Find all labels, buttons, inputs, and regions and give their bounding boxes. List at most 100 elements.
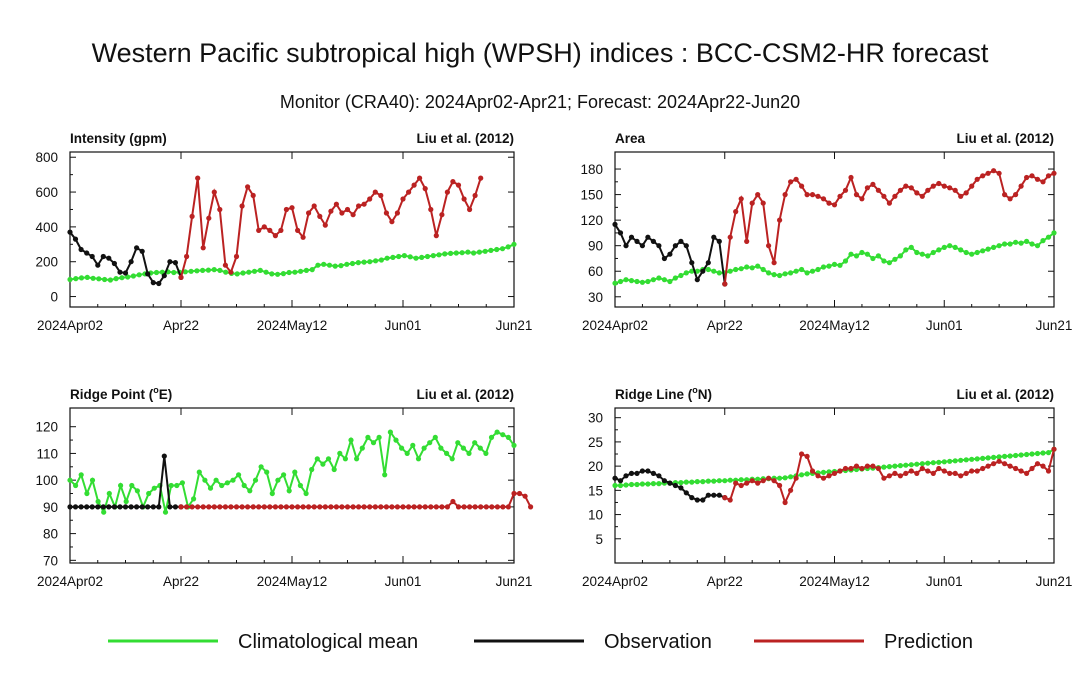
data-point-prediction xyxy=(722,495,728,501)
chart-panel-1: Intensity (gpm) Liu et al. (2012) 0 200 400 6… xyxy=(35,131,532,333)
data-point-climatology xyxy=(969,456,975,462)
data-point-climatology xyxy=(711,478,717,484)
data-point-prediction xyxy=(344,206,351,213)
data-point-climatology xyxy=(494,246,500,253)
data-point-climatology xyxy=(963,249,969,256)
data-point-prediction xyxy=(777,482,783,489)
data-point-climatology xyxy=(678,480,684,486)
data-point-climatology xyxy=(815,266,821,273)
data-point-climatology xyxy=(974,456,980,462)
data-point-prediction xyxy=(766,475,772,481)
data-point-prediction xyxy=(472,192,478,199)
data-point-climatology xyxy=(303,267,309,273)
data-point-climatology xyxy=(1029,241,1035,247)
data-point-prediction xyxy=(733,480,739,486)
y-tick-label: 15 xyxy=(588,483,603,498)
data-point-observation xyxy=(705,492,711,498)
data-point-prediction xyxy=(328,208,334,214)
data-point-prediction xyxy=(848,174,854,181)
data-point-climatology xyxy=(337,450,343,456)
data-point-climatology xyxy=(985,246,991,252)
data-point-climatology xyxy=(777,475,783,481)
data-point-climatology xyxy=(650,277,657,283)
data-point-climatology xyxy=(236,472,242,478)
data-point-prediction xyxy=(952,470,958,476)
data-point-observation xyxy=(167,259,173,265)
data-point-climatology xyxy=(870,255,876,262)
data-point-prediction xyxy=(738,482,744,489)
data-point-prediction xyxy=(1013,192,1019,198)
data-point-climatology xyxy=(459,250,465,256)
data-point-climatology xyxy=(991,244,997,250)
data-point-prediction xyxy=(189,213,195,219)
data-point-climatology xyxy=(404,450,410,456)
panel-title: Intensity (gpm) xyxy=(70,131,167,146)
data-point-climatology xyxy=(263,269,269,275)
data-point-climatology xyxy=(694,479,700,485)
data-point-climatology xyxy=(1034,450,1041,457)
x-tick-label: Apr22 xyxy=(707,318,743,333)
data-point-prediction xyxy=(809,192,816,198)
data-point-climatology xyxy=(338,263,344,269)
data-point-climatology xyxy=(1040,450,1046,456)
y-tick-label: 120 xyxy=(580,213,603,228)
data-point-prediction xyxy=(820,475,827,481)
data-point-prediction xyxy=(461,504,467,510)
data-point-climatology xyxy=(639,279,646,285)
data-point-climatology xyxy=(205,267,211,273)
data-point-climatology xyxy=(1024,238,1030,244)
data-point-prediction xyxy=(875,465,882,472)
data-point-climatology xyxy=(348,437,354,443)
data-point-climatology xyxy=(376,434,382,440)
data-point-climatology xyxy=(477,445,483,451)
data-point-climatology xyxy=(179,480,185,486)
data-point-prediction xyxy=(478,175,484,181)
data-point-prediction xyxy=(897,187,904,193)
data-point-climatology xyxy=(1007,453,1013,459)
data-point-prediction xyxy=(749,478,755,484)
data-point-prediction xyxy=(799,451,805,457)
data-point-observation xyxy=(617,230,624,236)
data-point-climatology xyxy=(788,270,794,276)
x-tick-label: 2024May12 xyxy=(799,318,870,333)
data-point-climatology xyxy=(174,482,180,489)
data-point-observation xyxy=(161,453,167,459)
data-point-observation xyxy=(672,243,679,249)
data-point-observation xyxy=(678,485,684,491)
data-point-climatology xyxy=(656,275,662,281)
x-tick-label: 2024Apr02 xyxy=(37,318,103,333)
data-point-climatology xyxy=(804,471,810,477)
data-point-observation xyxy=(95,504,101,510)
y-tick-label: 120 xyxy=(35,420,58,435)
legend: Climatological mean Observation Prediction xyxy=(108,631,973,653)
data-point-climatology xyxy=(188,268,194,274)
data-point-climatology xyxy=(281,472,287,478)
panel-reference: Liu et al. (2012) xyxy=(956,131,1054,146)
data-point-observation xyxy=(694,497,700,503)
data-point-prediction xyxy=(455,182,462,188)
data-point-prediction xyxy=(295,504,301,510)
data-point-prediction xyxy=(831,202,838,208)
data-point-climatology xyxy=(886,260,893,266)
data-point-prediction xyxy=(991,461,997,467)
data-point-prediction xyxy=(228,269,234,275)
data-point-climatology xyxy=(996,243,1002,249)
data-point-climatology xyxy=(505,434,511,440)
data-point-climatology xyxy=(257,267,263,273)
data-point-climatology xyxy=(315,262,321,268)
data-point-observation xyxy=(122,504,129,510)
x-tick-label: 2024Apr02 xyxy=(582,318,648,333)
data-point-climatology xyxy=(914,461,920,467)
data-point-climatology xyxy=(264,469,270,475)
data-point-climatology xyxy=(171,269,177,276)
data-point-observation xyxy=(100,504,106,510)
data-point-climatology xyxy=(788,474,794,480)
data-point-prediction xyxy=(444,504,450,510)
data-point-climatology xyxy=(67,276,73,283)
data-point-prediction xyxy=(478,504,484,510)
data-point-climatology xyxy=(361,259,367,265)
data-point-prediction xyxy=(428,504,434,510)
data-point-prediction xyxy=(367,504,373,510)
data-point-climatology xyxy=(292,269,298,275)
